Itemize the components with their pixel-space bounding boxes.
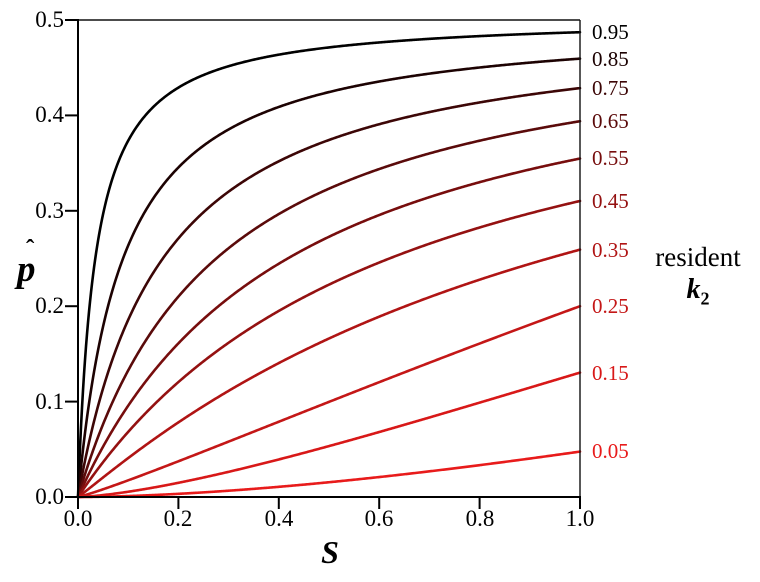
- y-axis-title-p-hat: ˆ p: [10, 236, 54, 300]
- series-curve-1: [76, 57, 582, 499]
- series-curve-9: [76, 450, 582, 499]
- series-curve-2: [76, 86, 582, 499]
- x-tick-label-0.2: 0.2: [163, 506, 193, 531]
- y-axis-letter-p: p: [17, 249, 36, 290]
- hat-accent: ˆ: [26, 236, 35, 263]
- series-curve-0: [76, 30, 582, 499]
- series-label-k2-0-65: 0.65: [592, 109, 629, 134]
- legend-title: resident k2: [636, 242, 760, 309]
- series-curve-5: [76, 199, 582, 499]
- series-label-k2-0-35: 0.35: [592, 237, 629, 262]
- x-tick-label-1.0: 1.0: [565, 506, 595, 531]
- series-curve-3: [76, 119, 582, 499]
- y-tick-label-0.0: 0.0: [35, 484, 64, 509]
- series-label-k2-0-85: 0.85: [592, 47, 629, 72]
- series-label-k2-0-25: 0.25: [592, 294, 629, 319]
- series-curve-7: [76, 304, 582, 499]
- legend-k-subscript: 2: [700, 288, 710, 309]
- x-tick-label-0.8: 0.8: [465, 506, 495, 531]
- y-tick-label-0.1: 0.1: [35, 389, 64, 414]
- x-tick-label-0.0: 0.0: [63, 506, 93, 531]
- y-tick-label-0.4: 0.4: [35, 102, 64, 127]
- series-label-k2-0-05: 0.05: [592, 439, 629, 464]
- series-label-k2-0-95: 0.95: [592, 20, 629, 45]
- series-label-k2-0-75: 0.75: [592, 75, 629, 100]
- series-curve-6: [76, 248, 582, 499]
- y-tick-label-0.3: 0.3: [35, 198, 64, 223]
- x-tick-label-0.4: 0.4: [264, 506, 294, 531]
- legend-k2-label: k2: [636, 274, 760, 309]
- series-curve-4: [76, 157, 582, 499]
- legend-resident-label: resident: [655, 242, 741, 272]
- series-curve-8: [76, 371, 582, 499]
- y-tick-label-0.2: 0.2: [35, 293, 64, 318]
- series-label-k2-0-45: 0.45: [592, 189, 629, 214]
- x-axis-title-s: S: [321, 534, 339, 570]
- x-tick-label-0.6: 0.6: [364, 506, 394, 531]
- legend-k-symbol: k: [686, 274, 701, 305]
- y-tick-label-0.5: 0.5: [35, 7, 64, 32]
- series-label-k2-0-55: 0.55: [592, 146, 629, 171]
- series-label-k2-0-15: 0.15: [592, 360, 629, 385]
